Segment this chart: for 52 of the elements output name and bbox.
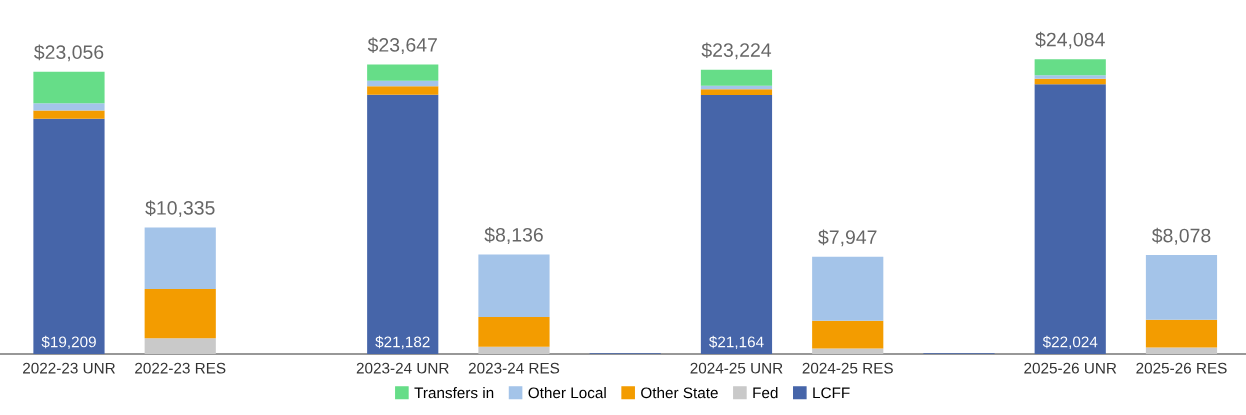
total-label: $8,078 [1151, 227, 1211, 245]
bar [812, 256, 884, 321]
total-label: $24,084 [1035, 31, 1105, 49]
bar [33, 103, 105, 111]
x-tick-label: 2024-25 UNR [690, 362, 783, 374]
x-tick-label: 2024-25 RES [802, 362, 893, 374]
bar [700, 89, 773, 95]
bar [1145, 255, 1218, 320]
total-label: $23,647 [367, 37, 437, 55]
x-tick-label: 2025-26 RES [1136, 362, 1227, 374]
x-tick-label: 2022-23 RES [135, 362, 226, 374]
bar [1034, 75, 1106, 79]
bar [1034, 84, 1106, 354]
bar [478, 254, 550, 317]
legend-label: LCFF [813, 387, 850, 399]
bar [478, 346, 550, 354]
bar [1034, 78, 1106, 85]
data-label: $21,164 [709, 335, 764, 350]
bar [33, 118, 105, 354]
data-label: $19,209 [41, 335, 96, 350]
bar [1145, 347, 1218, 354]
bar [700, 94, 773, 354]
data-label: $21,182 [375, 335, 430, 350]
bar [367, 94, 439, 354]
total-label: $23,224 [701, 42, 772, 60]
bar [144, 288, 216, 339]
bar [367, 64, 439, 81]
x-tick-label: 2023-24 RES [468, 362, 560, 374]
data-label: $22,024 [1042, 335, 1098, 350]
total-label: $8,136 [484, 227, 543, 244]
x-tick-label: 2025-26 UNR [1024, 362, 1117, 374]
bar [144, 227, 216, 289]
bar [812, 348, 884, 354]
bar [1034, 59, 1106, 76]
legend-label: Other Local [528, 387, 606, 399]
bar [33, 71, 105, 104]
bar [812, 320, 884, 349]
legend-label: Fed [753, 387, 778, 399]
bar [367, 80, 439, 87]
total-label: $7,947 [818, 229, 877, 247]
bar [144, 338, 216, 354]
x-tick-label: 2022-23 UNR [23, 362, 115, 374]
bar [367, 86, 439, 95]
bar [478, 316, 550, 347]
bar [33, 110, 105, 119]
legend-label: Transfers in [414, 387, 494, 399]
bar [700, 69, 773, 86]
legend-label: Other State [641, 387, 718, 399]
total-label: $10,335 [145, 200, 215, 218]
x-tick-label: 2023-24 UNR [356, 362, 449, 374]
total-label: $23,056 [34, 44, 104, 62]
bar [1145, 319, 1218, 348]
